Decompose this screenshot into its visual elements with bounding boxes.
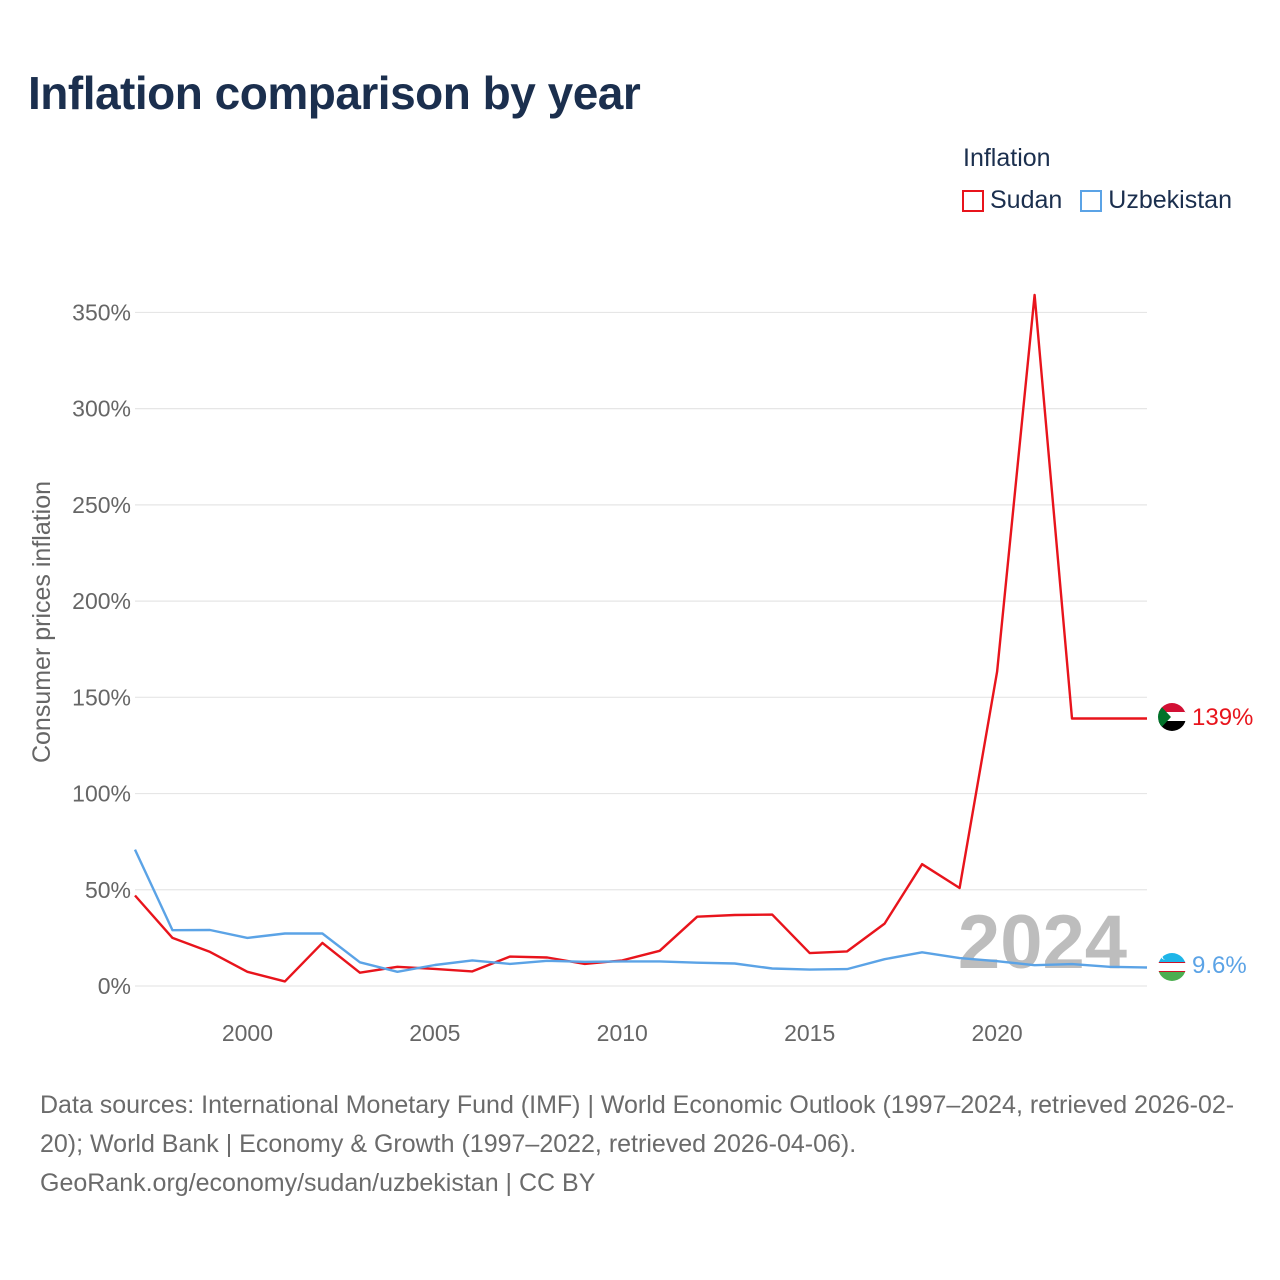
y-tick-label: 200% bbox=[72, 588, 131, 614]
y-tick-label: 50% bbox=[85, 877, 131, 903]
x-tick-label: 2010 bbox=[597, 1020, 648, 1046]
legend-item-sudan[interactable]: Sudan bbox=[962, 186, 1062, 215]
source-attribution-link[interactable]: GeoRank.org/economy/sudan/uzbekistan | C… bbox=[40, 1169, 596, 1197]
legend-swatch-sudan bbox=[962, 189, 984, 212]
y-tick-label: 300% bbox=[72, 396, 131, 422]
y-axis-ticks: 0% 50% 100% 150% 200% 250% 300% 350% bbox=[72, 299, 131, 999]
chart-title: Inflation comparison by year bbox=[28, 67, 641, 119]
end-label-sudan: 139% bbox=[1192, 704, 1253, 731]
x-tick-label: 2005 bbox=[409, 1020, 460, 1046]
y-tick-label: 100% bbox=[72, 781, 131, 807]
series-line-sudan bbox=[134, 293, 1147, 983]
y-tick-label: 250% bbox=[72, 492, 131, 518]
source-text: Data sources: International Monetary Fun… bbox=[40, 1091, 1235, 1158]
gridlines bbox=[135, 311, 1147, 987]
year-watermark: 2024 bbox=[958, 900, 1127, 985]
series-lines bbox=[133, 293, 1148, 983]
legend: Sudan Uzbekistan bbox=[962, 186, 1250, 215]
series-line-uzbekistan bbox=[133, 849, 1148, 973]
x-tick-label: 2000 bbox=[222, 1020, 273, 1046]
legend-swatch-uzbekistan bbox=[1080, 189, 1103, 212]
legend-title: Inflation bbox=[963, 144, 1051, 172]
legend-item-uzbekistan[interactable]: Uzbekistan bbox=[1080, 186, 1232, 215]
end-label-uzbekistan: 9.6% bbox=[1192, 952, 1247, 979]
x-tick-label: 2015 bbox=[784, 1020, 835, 1046]
legend-label-sudan: Sudan bbox=[990, 186, 1063, 214]
y-tick-label: 350% bbox=[72, 299, 131, 325]
data-source-note: Data sources: International Monetary Fun… bbox=[40, 1086, 1245, 1203]
x-axis-ticks: 2000 2005 2010 2015 2020 bbox=[222, 1020, 1023, 1046]
y-tick-label: 0% bbox=[98, 973, 131, 999]
x-tick-label: 2020 bbox=[971, 1020, 1022, 1046]
uzbekistan-flag-icon bbox=[1158, 953, 1186, 981]
sudan-flag-icon bbox=[1158, 703, 1186, 731]
y-tick-label: 150% bbox=[72, 684, 131, 710]
legend-label-uzbekistan: Uzbekistan bbox=[1108, 186, 1232, 214]
y-axis-label: Consumer prices inflation bbox=[28, 481, 56, 763]
